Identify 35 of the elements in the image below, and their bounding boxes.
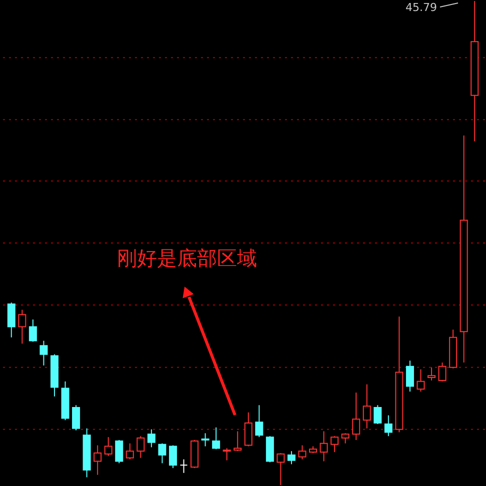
candlestick	[234, 430, 242, 452]
candlestick	[40, 340, 48, 366]
candlestick	[28, 318, 37, 342]
candlestick	[104, 436, 112, 456]
annotation: 刚好是底部区域	[117, 246, 257, 270]
candlestick	[330, 436, 339, 453]
candlestick	[406, 360, 414, 392]
candlestick	[212, 426, 220, 450]
candlestick	[201, 432, 210, 447]
candlestick	[180, 458, 188, 474]
candlestick	[18, 309, 26, 344]
candlestick	[362, 384, 371, 429]
candlestick	[244, 412, 252, 447]
candlestick	[72, 404, 80, 431]
candlestick	[298, 444, 306, 460]
candlestick	[168, 444, 177, 469]
candlestick	[416, 368, 425, 392]
candlestick	[222, 448, 231, 461]
candlestick	[384, 414, 392, 437]
candlestick	[341, 432, 350, 444]
candlestick	[374, 404, 382, 425]
candlestick	[438, 362, 446, 382]
candlestick	[94, 444, 102, 476]
annotation: 45.79	[406, 1, 437, 14]
candlestick	[115, 439, 124, 464]
candlestick	[428, 366, 436, 381]
candlestick	[287, 450, 296, 465]
candlestick	[147, 428, 156, 448]
candlestick	[126, 442, 134, 460]
candlestick	[255, 404, 264, 438]
candlestick	[352, 392, 360, 440]
candlestick	[7, 302, 16, 338]
candlestick	[320, 430, 328, 462]
candlestick	[136, 436, 145, 458]
candlestick	[158, 442, 166, 464]
